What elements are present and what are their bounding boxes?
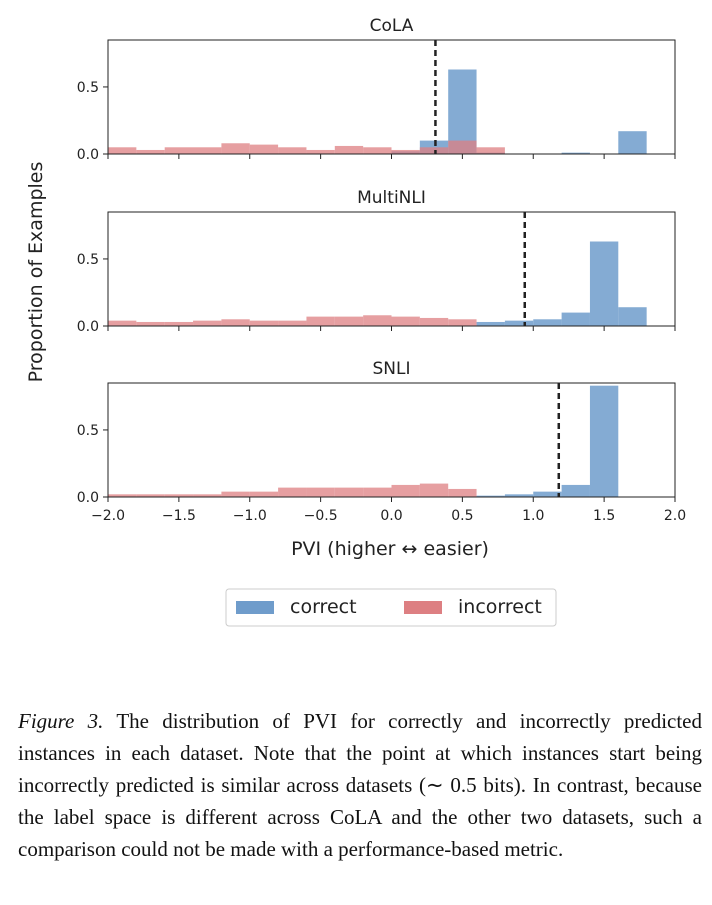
x-tick-label: −1.0 (233, 508, 267, 524)
bar-incorrect (108, 494, 137, 497)
bar-incorrect (278, 147, 307, 154)
x-tick-label: 1.5 (593, 508, 615, 524)
bar-correct (504, 494, 534, 497)
bar-incorrect (164, 494, 194, 497)
legend: correct incorrect (225, 588, 557, 627)
bar-correct (504, 320, 534, 326)
pvi-histogram-figure: CoLA 0.0 0.5 MultiNLI 0.0 0.5 SNLI 0.0 0.5 −2.0 −1… (25, 16, 686, 627)
bar-incorrect (221, 491, 250, 497)
bar-incorrect (136, 321, 165, 326)
bar-incorrect (334, 145, 364, 154)
bar-incorrect (164, 147, 222, 154)
bar-correct (589, 385, 619, 497)
bar-incorrect (306, 316, 335, 326)
x-axis-label: PVI (higher ↔ easier) (291, 538, 489, 560)
x-tick-label: 0.5 (451, 508, 473, 524)
y-tick-label: 0.5 (77, 252, 99, 268)
caption-text-rest: for correctly and incorrectly predicted … (18, 709, 703, 861)
bar-incorrect (391, 484, 420, 497)
bar-incorrect (278, 320, 307, 326)
panel-title-snli: SNLI (373, 359, 411, 379)
bar-incorrect (306, 487, 335, 497)
bar-incorrect (334, 487, 364, 497)
bar-correct (561, 484, 590, 497)
bar-correct (533, 319, 562, 326)
bar-incorrect (249, 320, 279, 326)
bar-correct (618, 307, 647, 326)
bar-incorrect (278, 487, 307, 497)
bar-correct (476, 495, 505, 497)
bar-incorrect (391, 316, 420, 326)
y-tick-label: 0.5 (77, 423, 99, 439)
bar-incorrect (193, 320, 222, 326)
bar-correct (448, 69, 477, 154)
bar-incorrect (419, 317, 449, 326)
figure-caption: Figure 3. The distribution of PVI for co… (18, 705, 702, 865)
histogram-panels: CoLA 0.0 0.5 MultiNLI 0.0 0.5 SNLI 0.0 0.5 −2.0 −1… (77, 16, 686, 524)
bar-incorrect (249, 491, 279, 497)
legend-swatch-incorrect (404, 601, 442, 614)
panel-title-cola: CoLA (370, 16, 414, 36)
bar-incorrect (306, 149, 335, 154)
bar-incorrect (221, 143, 250, 154)
bar-incorrect (108, 320, 137, 326)
bar-incorrect (136, 149, 165, 154)
bar-incorrect (221, 319, 250, 326)
bar-incorrect (136, 494, 165, 497)
bar-incorrect (108, 147, 137, 154)
bar-incorrect (448, 319, 477, 326)
x-tick-label: 0.0 (380, 508, 402, 524)
bar-incorrect (448, 488, 477, 497)
x-tick-label: 2.0 (664, 508, 686, 524)
bar-correct (618, 131, 647, 154)
bar-incorrect (164, 321, 194, 326)
panel-cola: CoLA 0.0 0.5 (77, 16, 676, 163)
bar-correct (533, 491, 562, 497)
bar-incorrect (363, 487, 392, 497)
legend-frame (225, 588, 557, 627)
bar-incorrect (448, 140, 477, 154)
legend-swatch-correct (236, 601, 274, 614)
bar-correct (561, 152, 590, 154)
y-tick-label: 0.0 (77, 319, 99, 335)
panel-snli: SNLI 0.0 0.5 −2.0 −1.5 −1.0 −0.5 0.0 0.5 1.0 1.5 2.… (77, 359, 686, 524)
bar-incorrect (249, 144, 279, 154)
legend-label-correct: correct (290, 596, 357, 618)
bar-incorrect (391, 149, 420, 154)
x-tick-label: 1.0 (522, 508, 544, 524)
caption-figure-label: Figure 3. (18, 709, 104, 733)
panel-frame (107, 39, 676, 155)
x-tick-label: −0.5 (304, 508, 338, 524)
bar-correct (589, 241, 619, 326)
bar-correct (476, 321, 505, 326)
bar-incorrect (193, 494, 222, 497)
bar-incorrect (363, 147, 392, 154)
caption-text-start: The distribution of (116, 709, 290, 733)
bar-incorrect (334, 316, 364, 326)
panel-title-multinli: MultiNLI (357, 188, 426, 208)
bar-incorrect (476, 147, 505, 154)
y-tick-label: 0.0 (77, 490, 99, 506)
bar-incorrect (419, 147, 449, 154)
legend-label-incorrect: incorrect (458, 596, 542, 618)
y-tick-label: 0.5 (77, 80, 99, 96)
bar-correct (561, 312, 590, 326)
bar-incorrect (363, 315, 392, 326)
y-tick-label: 0.0 (77, 147, 99, 163)
x-tick-label: −2.0 (91, 508, 125, 524)
x-tick-label: −1.5 (162, 508, 196, 524)
bar-incorrect (419, 483, 449, 497)
panel-multinli: MultiNLI 0.0 0.5 (77, 188, 676, 335)
y-axis-label: Proportion of Examples (25, 162, 47, 383)
caption-pvi-term: PVI (303, 709, 338, 733)
